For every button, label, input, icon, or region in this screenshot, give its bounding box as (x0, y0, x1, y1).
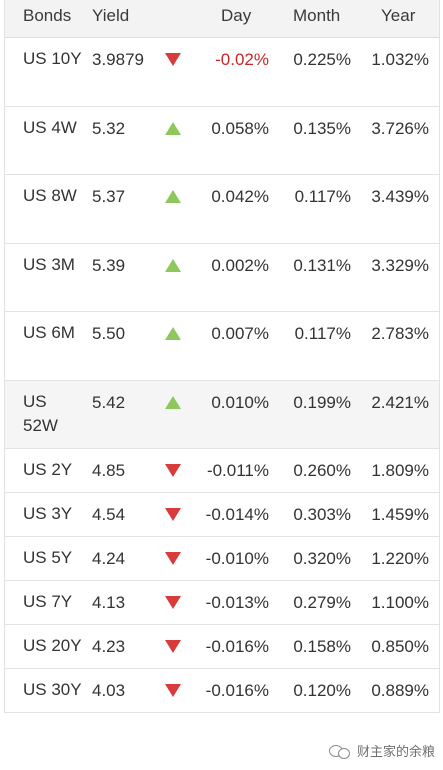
wechat-icon (328, 743, 351, 759)
yield-value: 4.54 (92, 505, 126, 524)
yield-value: 3.9879 (92, 50, 144, 69)
bond-name: US 3Y (23, 504, 73, 523)
bond-name: US 5Y (23, 548, 73, 567)
bond-name: US 3M (23, 254, 75, 274)
year-change: 0.850% (371, 637, 429, 656)
year-change: 0.889% (371, 681, 429, 700)
yield-value: 4.13 (92, 593, 126, 612)
month-change: 0.135% (293, 118, 351, 138)
yield-value: 5.42 (92, 392, 126, 412)
day-change: -0.011% (206, 461, 269, 480)
day-change: 0.002% (211, 255, 269, 275)
year-change: 2.783% (371, 324, 429, 343)
bond-name: US 7Y (23, 592, 73, 611)
table-row[interactable]: US 52W 5.42 0.010% 0.199% 2.421% (5, 380, 439, 449)
bond-name: US 52W (23, 391, 58, 435)
table-row[interactable]: US 5Y 4.24 -0.010% 0.320% 1.220% (5, 537, 439, 581)
arrow-down-icon (165, 53, 181, 66)
table-row[interactable]: US 3M 5.39 0.002% 0.131% 3.329% (5, 244, 439, 312)
arrow-down-icon (165, 508, 181, 521)
bond-name: US 30Y (23, 680, 82, 699)
yield-value: 4.03 (92, 681, 126, 700)
yield-value: 5.37 (92, 187, 126, 206)
arrow-down-icon (165, 552, 181, 565)
bond-name: US 2Y (23, 460, 73, 479)
table-row[interactable]: US 10Y 3.9879 -0.02% 0.225% 1.032% (5, 38, 439, 107)
year-change: 1.459% (371, 505, 429, 524)
arrow-up-icon (165, 190, 181, 203)
month-change: 0.120% (293, 681, 351, 700)
yield-value: 5.50 (92, 324, 126, 343)
bond-yield-table: Bonds Yield Day Month Year US 10Y 3.9879 -… (4, 0, 440, 713)
arrow-down-icon (165, 684, 181, 697)
bond-name: US 20Y (23, 636, 82, 655)
watermark-text: 财主家的余粮 (356, 744, 435, 759)
day-change: -0.02% (215, 50, 269, 69)
table-row[interactable]: US 7Y 4.13 -0.013% 0.279% 1.100% (5, 581, 439, 625)
year-change: 1.220% (371, 549, 429, 568)
table-row[interactable]: US 3Y 4.54 -0.014% 0.303% 1.459% (5, 493, 439, 537)
month-change: 0.303% (293, 505, 351, 524)
day-change: -0.016% (205, 681, 269, 700)
yield-value: 4.24 (92, 549, 126, 568)
bond-name: US 10Y (23, 49, 82, 68)
arrow-up-icon (165, 121, 181, 135)
year-change: 2.421% (371, 392, 429, 412)
day-change: -0.013% (205, 593, 269, 612)
day-change: 0.010% (211, 392, 269, 412)
table-body: US 10Y 3.9879 -0.02% 0.225% 1.032% US 4W 5.32 0… (5, 38, 439, 713)
table-row[interactable]: US 6M 5.50 0.007% 0.117% 2.783% (5, 312, 439, 381)
year-change: 1.032% (371, 50, 429, 69)
bond-name: US 4W (23, 117, 77, 137)
month-change: 0.320% (293, 549, 351, 568)
day-change: -0.014% (205, 505, 269, 524)
year-change: 3.726% (371, 118, 429, 138)
table-row[interactable]: US 8W 5.37 0.042% 0.117% 3.439% (5, 175, 439, 244)
arrow-down-icon (165, 464, 181, 477)
month-change: 0.260% (293, 461, 351, 480)
arrow-up-icon (165, 258, 181, 272)
year-change: 1.809% (371, 461, 429, 480)
arrow-down-icon (165, 640, 181, 653)
year-change: 3.439% (371, 187, 429, 206)
header-year[interactable]: Year (381, 6, 416, 25)
bond-name: US 8W (23, 186, 77, 205)
day-change: -0.016% (205, 637, 269, 656)
bond-name: US 6M (23, 323, 75, 342)
watermark: 财主家的余粮 (328, 741, 435, 760)
yield-value: 5.32 (92, 118, 126, 138)
header-yield[interactable]: Yield (92, 6, 130, 25)
yield-value: 4.23 (92, 637, 126, 656)
month-change: 0.225% (293, 50, 351, 69)
day-change: -0.010% (205, 549, 269, 568)
month-change: 0.117% (294, 187, 351, 206)
table-row[interactable]: US 30Y 4.03 -0.016% 0.120% 0.889% (5, 669, 439, 713)
header-month[interactable]: Month (293, 6, 341, 25)
header-bonds[interactable]: Bonds (23, 6, 72, 25)
arrow-up-icon (165, 327, 181, 340)
month-change: 0.199% (293, 392, 351, 412)
table-row[interactable]: US 20Y 4.23 -0.016% 0.158% 0.850% (5, 625, 439, 669)
month-change: 0.158% (293, 637, 351, 656)
year-change: 1.100% (371, 593, 429, 612)
month-change: 0.279% (293, 593, 351, 612)
day-change: 0.007% (211, 324, 269, 343)
day-change: 0.058% (211, 118, 269, 138)
table-row[interactable]: US 2Y 4.85 -0.011% 0.260% 1.809% (5, 449, 439, 493)
arrow-up-icon (165, 395, 181, 409)
month-change: 0.131% (293, 255, 351, 275)
month-change: 0.117% (294, 324, 351, 343)
arrow-down-icon (165, 596, 181, 609)
table-header: Bonds Yield Day Month Year (5, 0, 439, 38)
table-row[interactable]: US 4W 5.32 0.058% 0.135% 3.726% (5, 107, 439, 175)
header-day[interactable]: Day (221, 6, 252, 25)
day-change: 0.042% (211, 187, 269, 206)
yield-value: 5.39 (92, 255, 126, 275)
yield-value: 4.85 (92, 461, 126, 480)
year-change: 3.329% (371, 255, 429, 275)
